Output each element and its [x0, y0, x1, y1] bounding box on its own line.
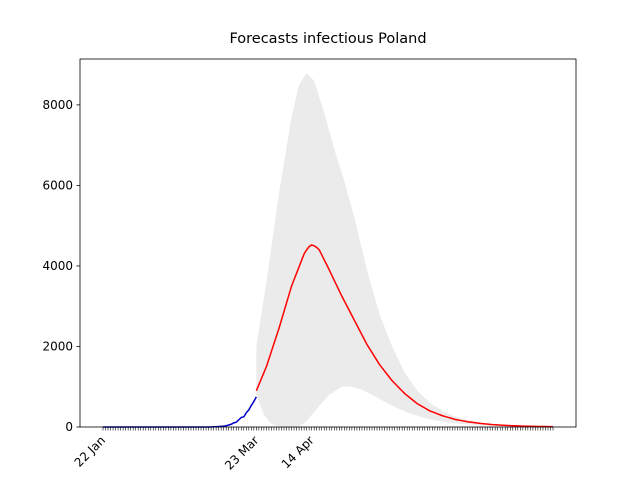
- chart-title: Forecasts infectious Poland: [229, 31, 426, 47]
- y-tick-label: 2000: [42, 339, 73, 353]
- y-tick-label: 0: [65, 420, 73, 434]
- axes-frame: [79, 58, 577, 428]
- series-line: [255, 244, 554, 428]
- y-tick-label: 8000: [42, 98, 73, 112]
- confidence-band: [256, 73, 553, 428]
- y-tick-label: 4000: [42, 259, 73, 273]
- y-tick-label: 6000: [42, 178, 73, 192]
